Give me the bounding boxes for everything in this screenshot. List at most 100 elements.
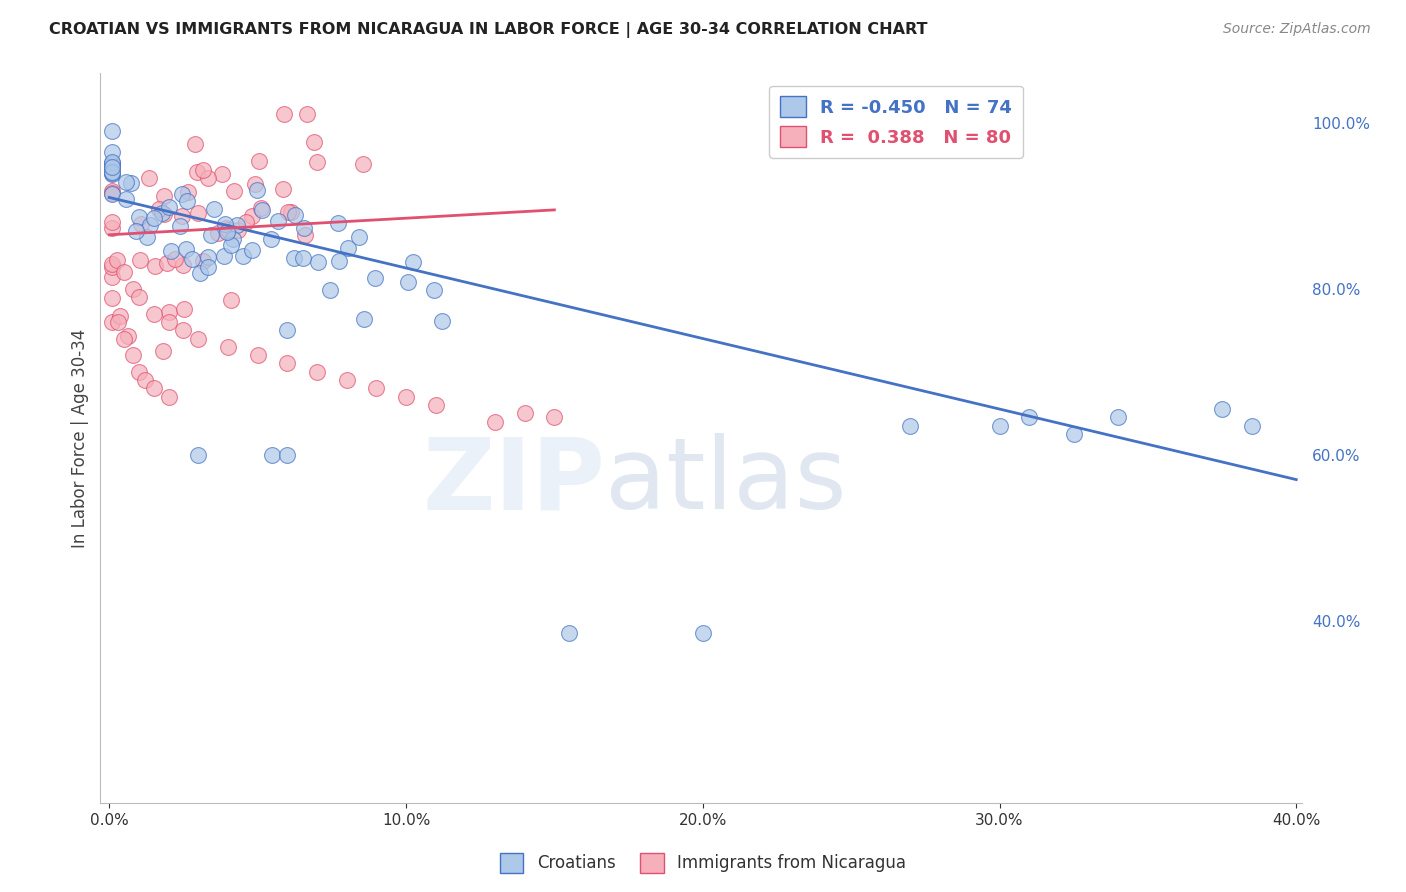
Point [1240, 418, 1263, 433]
Point [247, 153, 270, 168]
Point [396, 275, 419, 289]
Point [1018, 410, 1040, 425]
Point [271, 181, 294, 195]
Point [197, 170, 219, 185]
Point [211, 168, 233, 182]
Point [101, 291, 124, 305]
Point [364, 270, 387, 285]
Point [142, 307, 165, 321]
Point [305, 365, 328, 379]
Point [152, 206, 174, 220]
Point [172, 258, 194, 272]
Point [128, 290, 150, 304]
Point [336, 241, 359, 255]
Point [172, 323, 194, 337]
Point [101, 166, 124, 180]
Point [191, 254, 214, 268]
Point [423, 284, 446, 298]
Point [246, 183, 269, 197]
Point [252, 202, 274, 217]
Point [302, 135, 325, 149]
Point [101, 145, 124, 159]
Point [153, 189, 176, 203]
Point [169, 219, 191, 233]
Point [117, 328, 139, 343]
Point [128, 210, 150, 224]
Point [219, 293, 242, 307]
Point [197, 260, 219, 274]
Point [513, 406, 536, 420]
Point [150, 206, 173, 220]
Point [235, 214, 257, 228]
Point [558, 626, 581, 640]
Point [101, 123, 124, 137]
Point [188, 266, 211, 280]
Point [138, 170, 160, 185]
Point [174, 242, 197, 256]
Point [101, 156, 124, 170]
Point [240, 209, 263, 223]
Point [172, 187, 194, 202]
Point [1063, 426, 1085, 441]
Point [1107, 410, 1129, 425]
Point [112, 265, 135, 279]
Point [224, 184, 246, 198]
Point [101, 186, 124, 201]
Point [336, 373, 359, 387]
Point [217, 340, 239, 354]
Point [276, 356, 298, 370]
Legend: R = -0.450   N = 74, R =  0.388   N = 80: R = -0.450 N = 74, R = 0.388 N = 80 [769, 86, 1022, 158]
Point [543, 410, 565, 425]
Point [101, 157, 124, 171]
Point [276, 323, 298, 337]
Point [292, 220, 315, 235]
Point [157, 315, 180, 329]
Point [112, 332, 135, 346]
Point [136, 230, 159, 244]
Point [101, 215, 124, 229]
Point [184, 137, 207, 152]
Point [353, 312, 375, 326]
Point [101, 161, 124, 176]
Point [115, 192, 138, 206]
Point [191, 162, 214, 177]
Point [101, 270, 124, 285]
Point [134, 373, 156, 387]
Point [328, 253, 350, 268]
Point [157, 390, 180, 404]
Point [280, 205, 302, 219]
Point [187, 205, 209, 219]
Point [214, 217, 236, 231]
Point [259, 232, 281, 246]
Point [129, 253, 152, 268]
Point [101, 165, 124, 179]
Text: ZIP: ZIP [422, 434, 605, 531]
Point [425, 398, 447, 412]
Point [122, 282, 145, 296]
Point [430, 313, 453, 327]
Point [108, 309, 131, 323]
Point [157, 200, 180, 214]
Point [352, 157, 374, 171]
Point [395, 390, 418, 404]
Legend: Croatians, Immigrants from Nicaragua: Croatians, Immigrants from Nicaragua [494, 847, 912, 880]
Point [207, 226, 229, 240]
Point [157, 305, 180, 319]
Text: CROATIAN VS IMMIGRANTS FROM NICARAGUA IN LABOR FORCE | AGE 30-34 CORRELATION CHA: CROATIAN VS IMMIGRANTS FROM NICARAGUA IN… [49, 22, 928, 38]
Point [101, 257, 124, 271]
Point [197, 250, 219, 264]
Point [101, 159, 124, 173]
Point [160, 244, 183, 258]
Point [484, 415, 506, 429]
Point [219, 238, 242, 252]
Point [284, 208, 307, 222]
Point [122, 348, 145, 362]
Point [131, 217, 153, 231]
Point [125, 224, 148, 238]
Y-axis label: In Labor Force | Age 30-34: In Labor Force | Age 30-34 [72, 328, 89, 548]
Point [232, 249, 254, 263]
Point [277, 205, 299, 219]
Point [101, 161, 124, 175]
Point [156, 256, 179, 270]
Point [217, 223, 239, 237]
